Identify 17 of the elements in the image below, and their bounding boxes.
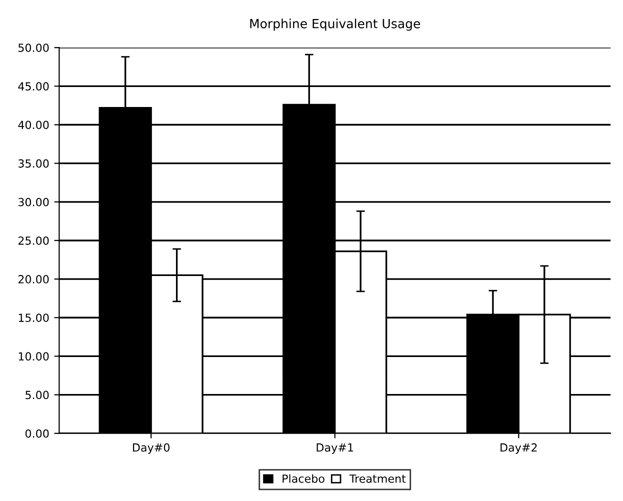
y-tick-label: 30.00 xyxy=(18,198,49,206)
y-tick-label: 25.00 xyxy=(18,236,49,245)
x-tick-label: Day#1 xyxy=(316,443,353,454)
y-tick-label: 15.00 xyxy=(18,314,49,322)
y-tick-label: 0.00 xyxy=(25,429,49,438)
y-tick-label: 5.00 xyxy=(26,390,49,400)
y-tick-label: 45.00 xyxy=(18,82,49,91)
legend-label: Treatment xyxy=(349,474,406,483)
legend-label: Placebo xyxy=(282,474,324,483)
chart-title: Morphine Equivalent Usage xyxy=(250,18,420,31)
x-tick-label: Day#2 xyxy=(500,443,537,454)
x-tick-label: Day#0 xyxy=(133,443,170,454)
y-tick-label: 10.00 xyxy=(18,352,49,361)
y-tick-label: 50.00 xyxy=(18,44,49,52)
y-tick-label: 35.00 xyxy=(18,159,49,168)
y-tick-label: 20.00 xyxy=(18,275,49,284)
y-tick-label: 40.00 xyxy=(18,120,49,130)
